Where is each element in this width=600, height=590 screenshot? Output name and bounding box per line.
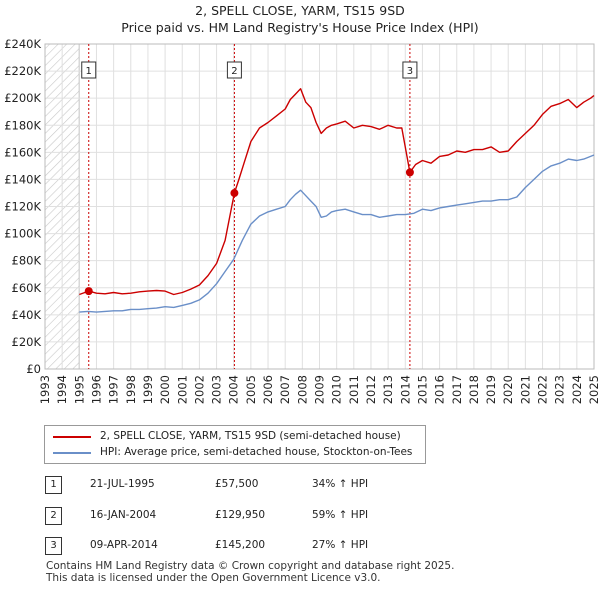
sale-price: £145,200 [215,539,266,551]
title-line-1: 2, SPELL CLOSE, YARM, TS15 9SD [195,3,405,18]
x-tick-label: 1993 [38,375,52,404]
sale-number: 1 [45,476,62,494]
y-tick-label: £140K [4,172,41,186]
x-tick-label: 1995 [72,375,86,404]
x-tick-label: 2008 [295,375,309,404]
legend-property-swatch [53,436,91,438]
x-tick-label: 2013 [381,375,395,404]
x-tick-label: 2024 [570,375,584,404]
legend-hpi-swatch [53,452,91,454]
sale-date: 21-JUL-1995 [90,478,155,490]
sale-date: 09-APR-2014 [90,539,158,551]
x-tick-label: 2010 [330,375,344,404]
legend-item-property: 2, SPELL CLOSE, YARM, TS15 9SD (semi-det… [45,429,425,445]
x-tick-label: 2022 [536,375,550,404]
y-tick-label: £200K [4,91,41,105]
plot-frame [44,43,595,370]
x-tick-label: 2025 [587,375,600,404]
y-tick-label: £220K [4,64,41,78]
x-tick-label: 2018 [467,375,481,404]
x-tick-label: 2009 [313,375,327,404]
x-tick-label: 2014 [398,375,412,404]
x-tick-label: 2017 [450,375,464,404]
x-tick-label: 2011 [347,375,361,404]
x-tick-label: 2006 [261,375,275,404]
x-tick-label: 1999 [141,375,155,404]
legend-property-label: 2, SPELL CLOSE, YARM, TS15 9SD (semi-det… [100,430,401,442]
sale-date: 16-JAN-2004 [90,509,157,521]
x-tick-label: 2000 [158,375,172,404]
x-tick-label: 1998 [124,375,138,404]
hpi-line [79,154,595,313]
sale-price: £57,500 [215,478,259,490]
price-chart: £0 £20K £40K £60K £80K £100K £120K £140K £160K £1… [4,37,600,404]
x-tick-label: 2007 [278,375,292,404]
x-tick-label: 2016 [433,375,447,404]
x-tick-label: 2003 [210,375,224,404]
y-tick-label: £0 [26,362,41,376]
chart-legend: 2, SPELL CLOSE, YARM, TS15 9SD (semi-det… [44,425,426,464]
x-tick-label: 1996 [89,375,103,404]
chart-title: 2, SPELL CLOSE, YARM, TS15 9SD Price pai… [0,2,600,36]
legend-hpi-label: HPI: Average price, semi-detached house,… [100,446,413,458]
property-price-line [79,87,595,296]
x-tick-label: 2004 [227,375,241,404]
sale-marker-label: 1 [86,66,92,77]
sale-hpi-change: 27% ↑ HPI [312,539,369,551]
x-tick-label: 1997 [107,375,121,404]
title-line-2: Price paid vs. HM Land Registry's House … [121,20,479,35]
y-tick-label: £20K [12,335,42,349]
footer-attribution: Contains HM Land Registry data © Crown c… [46,560,454,584]
legend-item-hpi: HPI: Average price, semi-detached house,… [45,445,425,461]
y-tick-label: £80K [12,254,42,268]
x-tick-label: 2002 [192,375,206,404]
x-tick-label: 2012 [364,375,378,404]
sale-marker-label: 3 [407,66,413,77]
x-tick-label: 2023 [553,375,567,404]
sale-marker-label: 2 [231,66,237,77]
sale-number: 3 [45,537,62,555]
y-tick-label: £100K [4,227,41,241]
x-tick-label: 2021 [518,375,532,404]
y-tick-label: £180K [4,118,41,132]
sale-number: 2 [45,507,62,525]
footer-line-2: This data is licensed under the Open Gov… [46,572,381,584]
y-tick-label: £160K [4,145,41,159]
sale-marker-box [226,61,242,79]
sale-hpi-change: 59% ↑ HPI [312,509,369,521]
sale-price: £129,950 [215,509,266,521]
sale-point [405,168,414,177]
sale-row-2: 2 16-JAN-2004 £129,950 59% ↑ HPI [0,507,600,527]
sale-point [84,287,93,296]
sale-row-1: 1 21-JUL-1995 £57,500 34% ↑ HPI [0,476,600,496]
footer-line-1: Contains HM Land Registry data © Crown c… [46,560,455,572]
x-tick-label: 2015 [415,375,429,404]
sale-marker-box [81,61,97,79]
x-tick-label: 2001 [175,375,189,404]
y-tick-label: £40K [12,308,42,322]
sale-row-3: 3 09-APR-2014 £145,200 27% ↑ HPI [0,537,600,557]
x-tick-label: 2020 [501,375,515,404]
y-tick-label: £240K [4,37,41,51]
y-tick-label: £60K [12,281,42,295]
x-tick-label: 2005 [244,375,258,404]
y-tick-label: £120K [4,200,41,214]
sale-point [230,189,239,198]
sale-marker-box [402,61,418,79]
x-tick-label: 1994 [55,375,69,404]
sale-hpi-change: 34% ↑ HPI [312,478,369,490]
x-tick-label: 2019 [484,375,498,404]
